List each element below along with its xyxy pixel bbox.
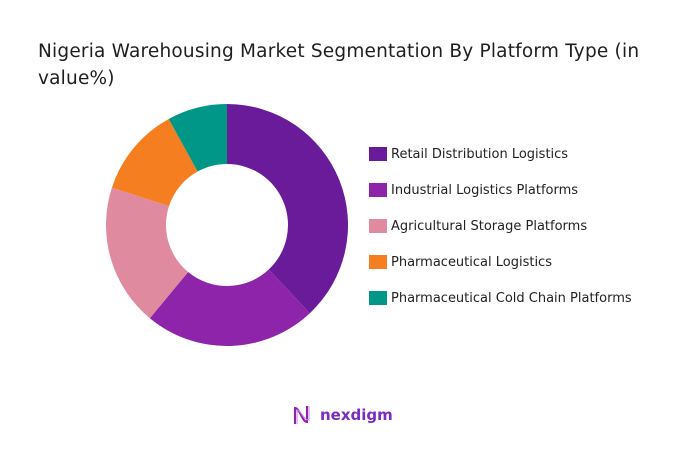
legend-item: Pharmaceutical Cold Chain Platforms — [369, 288, 632, 308]
brand-logo: nexdigm — [292, 404, 393, 426]
brand-name: nexdigm — [320, 406, 393, 424]
donut-slice-agricultural-storage-platforms — [106, 187, 189, 319]
legend-swatch — [369, 255, 387, 269]
legend-swatch — [369, 147, 387, 161]
legend-label: Pharmaceutical Logistics — [391, 254, 552, 270]
legend-item: Retail Distribution Logistics — [369, 144, 568, 164]
donut-slice-retail-distribution-logistics — [227, 104, 348, 314]
legend-swatch — [369, 219, 387, 233]
legend-label: Agricultural Storage Platforms — [391, 218, 588, 234]
donut-slice-pharmaceutical-cold-chain-platforms — [168, 104, 227, 172]
legend-label: Retail Distribution Logistics — [391, 146, 569, 162]
legend-item: Pharmaceutical Logistics — [369, 252, 552, 272]
donut-slice-pharmaceutical-logistics — [111, 118, 198, 207]
legend-item: Agricultural Storage Platforms — [369, 216, 587, 236]
legend-label: Industrial Logistics Platforms — [391, 182, 579, 198]
donut-slice-industrial-logistics-platforms — [149, 269, 310, 346]
legend-label: Pharmaceutical Cold Chain Platforms — [391, 290, 632, 306]
chart-title: Nigeria Warehousing Market Segmentation … — [38, 41, 640, 89]
nexdigm-logo-icon — [294, 406, 310, 424]
legend-item: Industrial Logistics Platforms — [369, 180, 578, 200]
legend-swatch — [369, 291, 387, 305]
legend-swatch — [369, 183, 387, 197]
